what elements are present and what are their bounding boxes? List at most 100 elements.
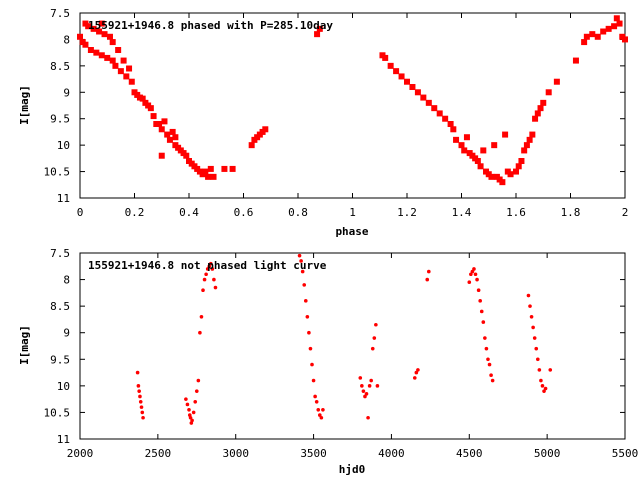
y-tick-label: 7.5	[50, 247, 70, 260]
data-point	[314, 400, 319, 404]
data-point	[532, 115, 539, 122]
chart-title-phased: 155921+1946.8 phased with P=285.10day	[88, 19, 333, 32]
data-point	[473, 272, 478, 277]
x-ticks-unphased: 2000 2500 3000 3500 4000 4500 5000 5500	[67, 253, 638, 460]
data-point	[367, 384, 372, 388]
data-point	[194, 389, 199, 393]
data-point	[536, 357, 540, 362]
data-point	[483, 336, 487, 340]
data-point	[513, 168, 519, 175]
y-tick-label: 10	[57, 139, 70, 152]
data-point	[262, 126, 269, 133]
data-point	[458, 142, 465, 149]
data-point	[531, 325, 535, 330]
x-tick-label: 3500	[300, 447, 327, 460]
data-point	[307, 330, 311, 335]
data-point	[436, 110, 443, 117]
data-point	[106, 33, 113, 40]
data-point	[548, 368, 553, 372]
data-point	[358, 376, 363, 380]
data-point	[191, 410, 196, 415]
data-point	[409, 84, 416, 90]
data-point	[475, 277, 479, 282]
data-point	[487, 362, 492, 367]
data-point	[366, 415, 370, 420]
data-point	[300, 269, 305, 274]
data-point	[188, 415, 193, 420]
data-point	[98, 52, 105, 59]
x-tick-label: 2000	[67, 447, 94, 460]
data-point	[201, 288, 205, 293]
data-point	[87, 47, 94, 53]
data-point	[507, 171, 514, 178]
y-tick-label: 7.5	[50, 7, 70, 20]
data-point	[212, 277, 216, 282]
data-point	[172, 134, 179, 141]
data-point	[515, 163, 522, 170]
data-point	[166, 136, 173, 143]
data-point	[542, 389, 546, 393]
data-point	[158, 126, 165, 133]
data-point	[622, 36, 628, 43]
data-point	[469, 272, 473, 277]
data-point	[303, 299, 308, 303]
data-point	[521, 147, 528, 154]
data-point	[616, 20, 623, 27]
data-point	[299, 259, 303, 263]
data-point	[198, 330, 202, 335]
data-point	[467, 280, 472, 285]
data-point	[213, 285, 218, 290]
data-point	[442, 115, 449, 122]
data-point	[425, 99, 432, 106]
data-point	[427, 269, 431, 274]
data-point	[138, 400, 143, 404]
data-point	[128, 78, 135, 85]
data-point	[370, 346, 375, 351]
data-point	[85, 23, 92, 30]
data-point	[321, 407, 325, 412]
data-point	[205, 173, 212, 180]
y-tick-label: 10	[57, 380, 70, 393]
data-point	[532, 336, 537, 340]
y-ticks-unphased: 7.5 8 8.5 9 9.5 10 10.5 11	[44, 247, 625, 446]
y-tick-label: 11	[57, 192, 70, 205]
data-point	[540, 99, 547, 106]
data-point	[412, 376, 417, 380]
x-tick-label: 2	[622, 206, 629, 219]
data-point	[136, 384, 141, 388]
y-ticks-phased: 7.5 8 8.5 9 9.5 10 10.5 11	[44, 7, 625, 205]
data-point	[164, 131, 171, 138]
x-tick-label: 1.4	[452, 206, 472, 219]
data-point	[382, 54, 389, 61]
y-tick-label: 8.5	[50, 60, 70, 73]
data-point	[472, 267, 476, 271]
chart-unphased: 2000 2500 3000 3500 4000 4500 5000 5500 7.5 8 8.5…	[18, 247, 638, 476]
data-point	[605, 25, 612, 32]
data-point	[425, 277, 430, 282]
data-point	[481, 320, 486, 324]
y-axis-title-unphased: I[mag]	[18, 325, 31, 365]
data-point	[539, 378, 543, 383]
data-point	[523, 142, 530, 149]
data-point	[313, 394, 317, 399]
data-point	[450, 126, 457, 133]
data-point	[109, 39, 116, 46]
data-point	[375, 384, 380, 388]
data-point	[140, 410, 145, 415]
data-point	[491, 142, 498, 149]
data-point	[77, 33, 83, 40]
data-point	[581, 39, 588, 46]
data-point	[202, 168, 209, 175]
data-point	[583, 33, 590, 40]
data-point	[488, 173, 495, 180]
data-point	[139, 95, 146, 102]
data-point	[185, 402, 190, 407]
data-point	[414, 89, 421, 96]
x-tick-label: 1.2	[397, 206, 417, 219]
data-point	[600, 28, 607, 35]
data-point	[529, 314, 534, 319]
data-point	[96, 28, 103, 35]
data-point	[489, 373, 493, 378]
data-point	[98, 20, 105, 27]
data-point	[109, 57, 116, 64]
